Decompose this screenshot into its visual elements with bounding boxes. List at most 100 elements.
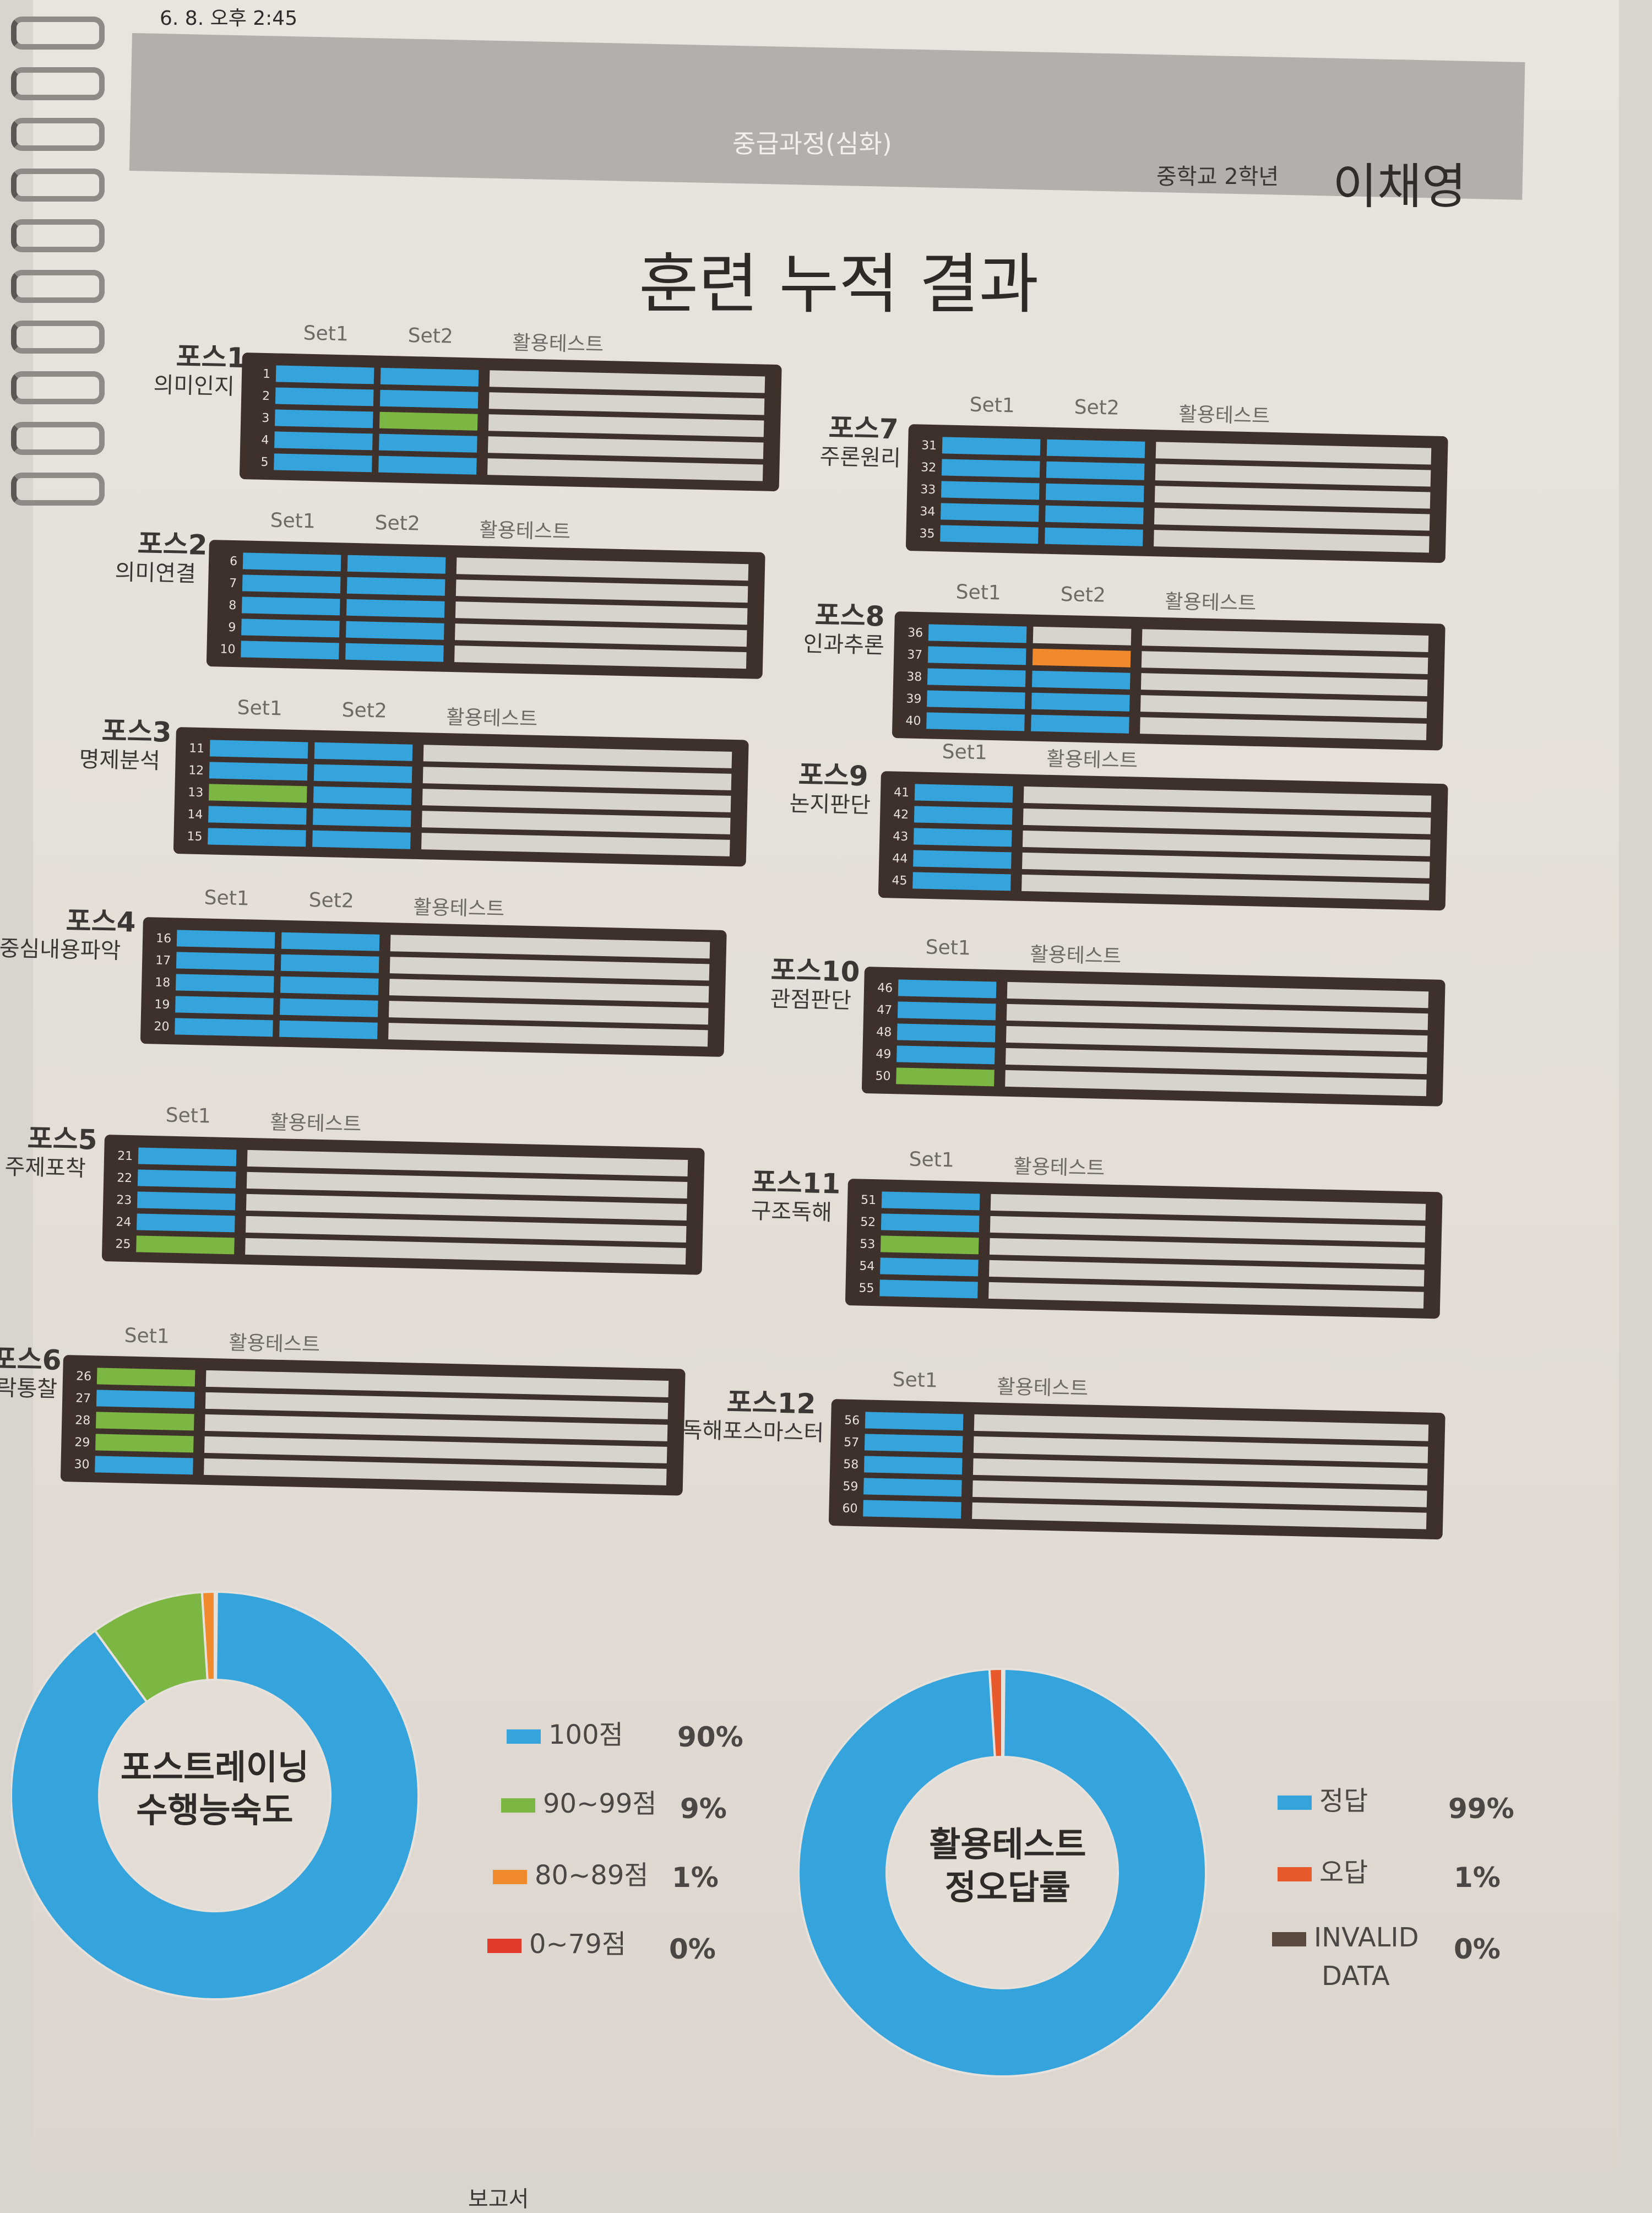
- question-number: 6: [229, 554, 238, 569]
- set2-result: [1045, 527, 1143, 546]
- question-number: 24: [116, 1215, 132, 1230]
- spiral-binding: [0, 0, 110, 551]
- set2-result: [1031, 670, 1131, 690]
- set1-label: Set1: [124, 1324, 170, 1348]
- result-frame: 31 32 33 34 35: [905, 424, 1448, 563]
- set1-result: [175, 974, 274, 993]
- set1-result: [242, 552, 341, 572]
- test-result: [421, 833, 730, 856]
- force-block: 포스4 중심내용파악 Set1 Set2 활용테스트 16 17 18 19 20: [0, 887, 727, 1073]
- donut-a-title-line2: 수행능숙도: [136, 1790, 294, 1830]
- question-number: 54: [859, 1259, 875, 1274]
- set1-result: [913, 828, 1012, 847]
- set1-label: Set1: [955, 581, 1002, 605]
- donut-slice: [1001, 1667, 1006, 1759]
- test-result: [489, 370, 765, 393]
- set1-result: [927, 646, 1026, 665]
- question-number: 56: [844, 1413, 860, 1428]
- set1-result: [137, 1213, 235, 1233]
- spiral-ring: [11, 371, 105, 404]
- set2-result: [347, 555, 446, 574]
- force-subtitle: 논지판단: [789, 791, 871, 818]
- set2-result: [1032, 626, 1132, 646]
- set1-result: [880, 1235, 979, 1255]
- legend-b-label: INVALID: [1314, 1922, 1419, 1953]
- set2-result: [280, 954, 379, 973]
- test-result: [1140, 695, 1427, 718]
- set1-result: [137, 1191, 236, 1211]
- question-number: 36: [907, 626, 923, 641]
- test-result: [488, 414, 764, 437]
- legend-a-label: 100점: [548, 1720, 623, 1750]
- set1-result: [896, 1045, 995, 1065]
- question-number: 40: [905, 714, 921, 729]
- set1-result: [95, 1456, 193, 1475]
- force-block: 포스6 락통찰 Set1 활용테스트 26 27 28 29 30: [0, 1325, 686, 1512]
- test-result: [487, 458, 763, 481]
- legend-b-pct: 0%: [1454, 1933, 1501, 1965]
- question-number: 2: [262, 389, 270, 404]
- question-number: 31: [921, 438, 937, 453]
- question-number: 57: [843, 1435, 860, 1450]
- set1-result: [863, 1478, 962, 1497]
- donut-slice: [214, 1590, 218, 1682]
- set1-result: [898, 979, 997, 999]
- result-frame: 51 52 53 54 55: [845, 1179, 1443, 1319]
- donut-chart-proficiency: [11, 1590, 420, 2000]
- set2-label: Set2: [407, 324, 454, 348]
- legend-swatch: [1272, 1932, 1306, 1946]
- force-subtitle: 구조독해: [751, 1198, 833, 1226]
- result-frame: 26 27 28 29 30: [60, 1355, 686, 1496]
- question-number: 32: [920, 460, 937, 475]
- test-result: [1155, 442, 1432, 465]
- question-number: 10: [220, 642, 236, 657]
- test-result: [389, 957, 710, 981]
- force-block: 포스11 구조독해 Set1 활용테스트 51 52 53 54 55: [751, 1148, 1443, 1335]
- set1-result: [274, 453, 372, 473]
- set1-result: [896, 1067, 995, 1087]
- legend-a-pct: 90%: [677, 1721, 743, 1753]
- set1-result: [241, 641, 339, 660]
- question-number: 20: [154, 1019, 170, 1034]
- set2-result: [1031, 692, 1130, 712]
- result-frame: 46 47 48 49 50: [861, 967, 1446, 1106]
- question-number: 51: [860, 1193, 877, 1208]
- test-result: [388, 1001, 709, 1025]
- set1-result: [941, 459, 1040, 478]
- set1-result: [95, 1412, 194, 1431]
- test-result: [487, 436, 764, 459]
- legend-a-pct: 9%: [680, 1793, 727, 1825]
- set1-result: [941, 503, 1039, 522]
- set1-label: Set1: [925, 936, 971, 960]
- set1-label: Set1: [165, 1104, 211, 1128]
- donut-a-title-line1: 포스트레이닝: [120, 1747, 309, 1787]
- set2-result: [281, 932, 380, 951]
- set2-result: [1045, 483, 1144, 502]
- question-number: 30: [74, 1457, 90, 1472]
- set1-result: [208, 806, 307, 825]
- test-label: 활용테스트: [1030, 943, 1122, 968]
- question-number: 23: [116, 1193, 132, 1208]
- force-block: 포스7 주론원리 Set1 Set2 활용테스트 31 32 33 34 35: [819, 394, 1448, 579]
- legend-a-label: 90~99점: [543, 1788, 657, 1819]
- question-number: 42: [893, 807, 909, 822]
- course-name: 중급과정(심화): [732, 129, 892, 159]
- test-label: 활용테스트: [1013, 1155, 1105, 1180]
- set2-result: [346, 621, 444, 640]
- timestamp: 6. 8. 오후 2:45: [160, 7, 298, 30]
- test-label: 활용테스트: [270, 1111, 362, 1136]
- set2-result: [313, 764, 412, 783]
- question-number: 39: [906, 692, 922, 707]
- question-number: 59: [843, 1479, 858, 1494]
- set2-result: [1031, 714, 1129, 734]
- test-result: [454, 623, 747, 647]
- set2-result: [280, 976, 379, 995]
- question-number: 9: [228, 620, 236, 635]
- test-label: 활용테스트: [229, 1331, 320, 1357]
- result-frame: 11 12 13 14 15: [173, 727, 749, 867]
- set1-result: [928, 624, 1027, 643]
- bottom-partial-text: 보고서: [468, 2187, 529, 2212]
- test-label: 활용테스트: [1046, 747, 1138, 773]
- force-subtitle: 인과추론: [803, 631, 885, 659]
- set1-result: [241, 619, 340, 638]
